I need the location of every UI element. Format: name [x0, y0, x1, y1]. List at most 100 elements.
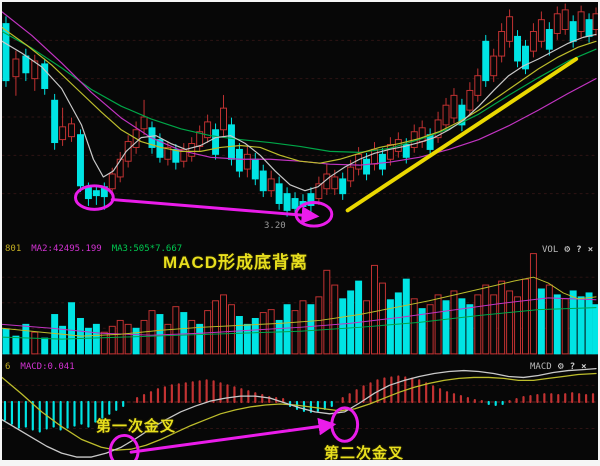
- volume-help-icon[interactable]: ?: [576, 244, 582, 255]
- candle-body: [371, 148, 378, 165]
- volume-bar: [529, 253, 537, 355]
- ma-yellow-line: [2, 26, 597, 164]
- highlight-arrow: [110, 198, 320, 224]
- candle-body: [108, 173, 116, 190]
- volume-bar: [410, 298, 418, 355]
- macd-help-icon[interactable]: ?: [569, 361, 576, 372]
- candle-body: [339, 178, 347, 195]
- volume-bar: [426, 304, 434, 355]
- candle-body: [92, 190, 100, 197]
- volume-bar: [569, 290, 577, 355]
- candle-body: [243, 153, 251, 170]
- volume-bar: [498, 280, 506, 355]
- candle-body: [124, 141, 132, 162]
- candle-body: [490, 55, 498, 77]
- volume-bar: [220, 294, 227, 355]
- highlight-ellipse: [74, 184, 115, 211]
- candle-body: [140, 116, 148, 130]
- volume-bar: [243, 323, 251, 355]
- candle-body: [2, 23, 10, 82]
- candle-body: [315, 183, 323, 200]
- volume-bar: [100, 331, 108, 355]
- price-ma-layer: [2, 11, 597, 192]
- volume-bar: [12, 335, 20, 355]
- volume-bar: [466, 304, 474, 355]
- volume-bar: [124, 323, 132, 355]
- volume-ma-green: [2, 307, 597, 340]
- volume-bar: [2, 328, 10, 355]
- volume-settings-icon[interactable]: ⚙: [564, 244, 571, 255]
- candle-body: [506, 16, 514, 42]
- candle-body: [561, 9, 569, 31]
- candle-body: [363, 158, 371, 175]
- volume-bar: [275, 319, 283, 355]
- candle-body: [474, 75, 482, 96]
- volume-bar: [148, 310, 156, 355]
- candle-body: [68, 123, 76, 138]
- volume-bar: [331, 284, 339, 355]
- volume-pane-controls: VOL ⚙ ? ×: [542, 244, 593, 255]
- candle-body: [204, 121, 212, 139]
- volume-bar: [323, 269, 331, 355]
- candle-body: [331, 176, 339, 190]
- macd-value-label: MACD:0.041: [20, 362, 75, 372]
- volume-bar: [22, 323, 30, 355]
- volume-bar: [450, 290, 458, 355]
- volume-bar: [514, 296, 522, 355]
- candle-body: [529, 30, 537, 52]
- volume-bar: [212, 300, 220, 355]
- volume-bar: [132, 327, 140, 355]
- volume-bar: [592, 304, 598, 355]
- candle-body: [22, 55, 30, 74]
- volume-bar: [156, 314, 164, 355]
- macd-close-icon[interactable]: ×: [581, 361, 587, 372]
- volume-bar: [561, 298, 569, 355]
- candle-body: [458, 104, 466, 126]
- volume-bar: [585, 292, 593, 355]
- candle-body: [259, 170, 267, 192]
- candle-body: [347, 166, 355, 182]
- candle-body: [212, 129, 220, 155]
- candle-body: [251, 158, 259, 180]
- macd-settings-icon[interactable]: ⚙: [557, 361, 564, 372]
- volume-bar: [68, 302, 76, 355]
- volume-bar: [108, 325, 116, 355]
- candle-body: [267, 178, 275, 192]
- candle-body: [553, 13, 561, 34]
- candle-body: [12, 58, 20, 78]
- volume-close-icon[interactable]: ×: [587, 244, 594, 255]
- volume-ma-yellow: [2, 276, 597, 337]
- candle-body: [172, 148, 180, 163]
- volume-bar: [59, 325, 67, 355]
- volume-ma3-label: MA3:505*7.667: [111, 244, 183, 254]
- candle-body: [378, 153, 386, 170]
- candle-body: [220, 107, 227, 131]
- candle-body: [592, 13, 598, 31]
- second-golden-cross-label: 第二次金叉: [324, 445, 405, 460]
- volume-bar: [291, 310, 299, 355]
- candle-body: [235, 148, 243, 172]
- macd-dea-line: [2, 372, 597, 451]
- candle-body: [402, 144, 410, 158]
- ma-green-line: [2, 30, 597, 153]
- candle-body: [450, 94, 458, 119]
- candle-body: [31, 60, 39, 80]
- candle-body: [442, 104, 450, 126]
- candle-body: [307, 193, 315, 206]
- volume-bar: [227, 304, 235, 355]
- candle-body: [275, 183, 283, 204]
- highlight-arrow: [129, 417, 337, 454]
- gridlines-layer: [2, 39, 598, 430]
- candle-body: [196, 131, 204, 147]
- candle-body: [283, 193, 291, 211]
- volume-bar: [490, 294, 498, 355]
- volume-bar: [307, 304, 315, 355]
- volume-bar: [92, 323, 100, 355]
- volume-bar: [386, 299, 394, 355]
- volume-bar: [41, 337, 49, 355]
- volume-ma2-label: MA2:42495.199: [31, 244, 102, 254]
- stock-chart-svg: [2, 3, 598, 460]
- volume-bar: [553, 294, 561, 355]
- candle-body: [545, 29, 553, 50]
